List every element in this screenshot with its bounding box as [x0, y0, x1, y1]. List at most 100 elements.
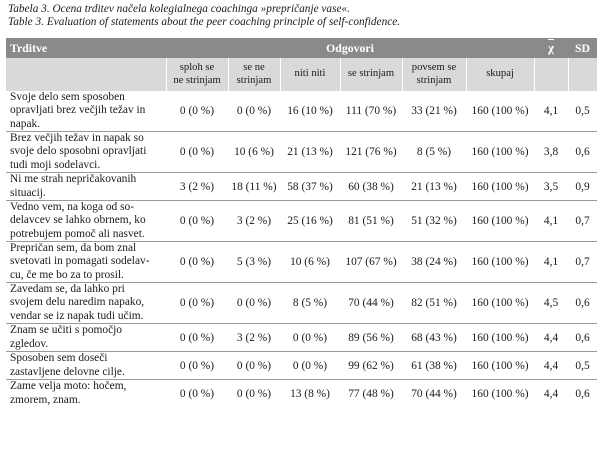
cell-c5: 82 (51 %)	[402, 282, 466, 324]
statements-table: Trditve Odgovori χ SD sploh se ne strinj…	[6, 38, 598, 407]
header-row: Trditve Odgovori χ SD	[6, 38, 598, 58]
subheader-1: se ne strinjam	[228, 58, 281, 91]
cell-c4: 121 (76 %)	[340, 131, 402, 173]
cell-c3: 16 (10 %)	[280, 91, 340, 132]
cell-c6: 160 (100 %)	[466, 351, 535, 380]
cell-c4: 60 (38 %)	[340, 172, 402, 201]
table-row: Vedno vem, na koga od so- delavcev se la…	[6, 200, 598, 242]
cell-c2: 0 (0 %)	[228, 91, 280, 132]
cell-c4: 70 (44 %)	[340, 282, 402, 324]
cell-sd: 0,7	[568, 241, 598, 283]
cell-sd: 0,7	[568, 200, 598, 242]
cell-stmt: Brez večjih težav in napak so svoje delo…	[6, 131, 166, 173]
cell-c1: 0 (0 %)	[166, 200, 228, 242]
cell-c3: 13 (8 %)	[290, 387, 330, 400]
table-row: Svoje delo sem sposoben opravljati brez …	[6, 91, 598, 132]
cell-mean: 4,5	[534, 282, 569, 324]
cell-c6: 160 (100 %)	[471, 387, 529, 400]
cell-sd: 0,9	[568, 172, 598, 201]
cell-sd: 0,6	[568, 131, 598, 173]
cell-c3: 0 (0 %)	[280, 323, 340, 352]
cell-c6: 160 (100 %)	[466, 131, 535, 173]
subheader-5: skupaj	[466, 58, 535, 91]
cell-c6: 160 (100 %)	[466, 172, 535, 201]
cell-sd: 0,6	[568, 323, 598, 352]
cell-c3: 10 (6 %)	[280, 241, 340, 283]
cell-sd: 0,5	[568, 91, 598, 132]
cell-c4: 81 (51 %)	[340, 200, 402, 242]
cell-c1: 0 (0 %)	[166, 91, 228, 132]
cell-c3: 0 (0 %)	[280, 351, 340, 380]
cell-c2: 5 (3 %)	[228, 241, 280, 283]
table-row: Zavedam se, da lahko pri svojem delu nar…	[6, 282, 598, 324]
cell-c6: 160 (100 %)	[466, 200, 535, 242]
cell-c2: 0 (0 %)	[228, 351, 280, 380]
cell-c2: 3 (2 %)	[228, 200, 280, 242]
cell-c5: 21 (13 %)	[402, 172, 466, 201]
cell-stmt: Vedno vem, na koga od so- delavcev se la…	[6, 200, 166, 242]
cell-stmt: Zame velja moto: hočem, zmorem, znam.	[10, 380, 127, 406]
cell-stmt: Znam se učiti s pomočjo zgledov.	[6, 323, 166, 352]
table-row: Prepričan sem, da bom znal svetovati in …	[6, 241, 598, 283]
cell-mean: 4,4	[534, 323, 569, 352]
cell-c5: 8 (5 %)	[402, 131, 466, 173]
cell-c2: 0 (0 %)	[236, 387, 272, 400]
table-row: Sposoben sem doseči zastavljene delovne …	[6, 351, 598, 380]
cell-stmt: Sposoben sem doseči zastavljene delovne …	[6, 351, 166, 380]
mean-symbol: χ	[548, 40, 555, 55]
header-mean: χ	[534, 38, 569, 58]
cell-c6: 160 (100 %)	[466, 241, 535, 283]
subheader-row: sploh se ne strinjam se ne strinjam niti n…	[6, 58, 598, 91]
cell-c5: 33 (21 %)	[402, 91, 466, 132]
cell-mean: 4,1	[534, 200, 569, 242]
header-sd: SD	[568, 38, 598, 58]
cell-c3: 58 (37 %)	[280, 172, 340, 201]
cell-c2: 18 (11 %)	[228, 172, 280, 201]
cell-c5: 61 (38 %)	[402, 351, 466, 380]
table-row: Brez večjih težav in napak so svoje delo…	[6, 131, 598, 173]
cell-mean: 4,4	[534, 351, 569, 380]
cell-c4: 89 (56 %)	[340, 323, 402, 352]
cell-c6: 160 (100 %)	[466, 323, 535, 352]
cell-c3: 25 (16 %)	[280, 200, 340, 242]
subheader-blank-mean	[534, 58, 569, 91]
cell-c1: 0 (0 %)	[166, 241, 228, 283]
cell-c4: 77 (48 %)	[348, 387, 394, 400]
cell-c2: 3 (2 %)	[228, 323, 280, 352]
cell-mean: 3,5	[534, 172, 569, 201]
cell-c6: 160 (100 %)	[466, 91, 535, 132]
cell-stmt: Prepričan sem, da bom znal svetovati in …	[6, 241, 166, 283]
cell-mean: 4,1	[534, 91, 569, 132]
cell-c1: 0 (0 %)	[179, 387, 215, 400]
cell-c3: 21 (13 %)	[280, 131, 340, 173]
cell-stmt: Svoje delo sem sposoben opravljati brez …	[6, 91, 166, 132]
cell-mean: 3,8	[534, 131, 569, 173]
table-row: Znam se učiti s pomočjo zgledov. 0 (0 %) 3…	[6, 323, 598, 352]
cell-c5: 38 (24 %)	[402, 241, 466, 283]
cell-c1: 0 (0 %)	[166, 323, 228, 352]
cell-mean: 4,4	[543, 387, 559, 400]
table-row: Zame velja moto: hočem, zmorem, znam. 0 (…	[6, 380, 597, 408]
cell-stmt: Ni me strah nepričakovanih situacij.	[6, 172, 166, 201]
subheader-blank	[6, 58, 167, 91]
table-body: Svoje delo sem sposoben opravljati brez …	[6, 91, 598, 408]
header-trditve: Trditve	[6, 38, 166, 58]
subheader-4: povsem se strinjam	[402, 58, 467, 91]
cell-c1: 0 (0 %)	[166, 351, 228, 380]
cell-mean: 4,1	[534, 241, 569, 283]
subheader-3: se strinjam	[340, 58, 403, 91]
subheader-blank-sd	[568, 58, 598, 91]
cell-c5: 70 (44 %)	[411, 387, 457, 400]
cell-c6: 160 (100 %)	[466, 282, 535, 324]
cell-c1: 0 (0 %)	[166, 131, 228, 173]
cell-c5: 68 (43 %)	[402, 323, 466, 352]
cell-stmt: Zavedam se, da lahko pri svojem delu nar…	[6, 282, 166, 324]
table-caption: Tabela 3. Ocena trditev načela kolegialn…	[8, 3, 598, 30]
header-odgovori: Odgovori	[166, 38, 535, 58]
cell-c4: 107 (67 %)	[340, 241, 402, 283]
cell-c2: 10 (6 %)	[228, 131, 280, 173]
caption-english: Table 3. Evaluation of statements about …	[8, 16, 401, 29]
cell-c1: 3 (2 %)	[166, 172, 228, 201]
cell-c1: 0 (0 %)	[166, 282, 228, 324]
cell-c4: 99 (62 %)	[340, 351, 402, 380]
